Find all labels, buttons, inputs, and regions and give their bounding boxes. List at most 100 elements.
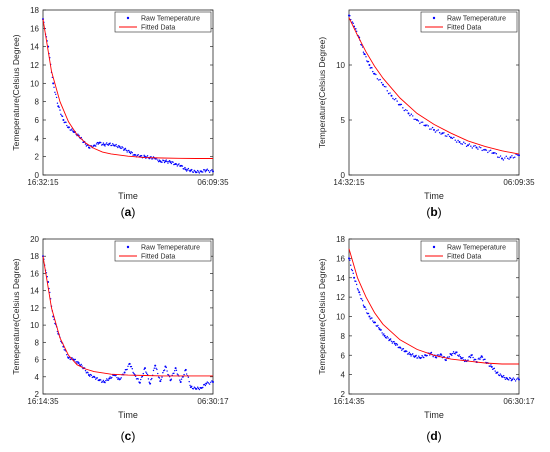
data-point	[87, 374, 90, 377]
data-point-dense	[387, 92, 390, 95]
data-point-dense	[461, 358, 463, 360]
data-point-dense	[490, 364, 492, 366]
data-point-dense	[503, 375, 505, 377]
y-tick-label: 14	[30, 287, 39, 296]
data-point-dense	[163, 159, 165, 162]
y-tick-label: 16	[30, 269, 39, 278]
data-point-dense	[183, 373, 185, 376]
data-point-dense	[55, 96, 58, 99]
data-point-dense	[106, 378, 108, 380]
data-point-dense	[111, 144, 113, 147]
data-point-dense	[505, 155, 507, 158]
data-point-dense	[410, 355, 412, 357]
data-point	[433, 128, 435, 131]
data-point-dense	[151, 158, 154, 160]
data-point-dense	[174, 369, 176, 372]
data-point-dense	[107, 144, 110, 146]
y-tick-label: 2	[35, 153, 40, 162]
data-point-dense	[517, 377, 519, 379]
data-point-dense	[436, 130, 438, 132]
data-point-dense	[401, 349, 403, 351]
data-point-dense	[130, 365, 133, 368]
data-point-dense	[487, 151, 489, 154]
data-point	[149, 382, 152, 385]
data-point-dense	[350, 268, 353, 271]
data-point-dense	[463, 141, 465, 143]
data-point-dense	[170, 378, 173, 380]
data-point-dense	[162, 372, 164, 374]
data-point-dense	[132, 371, 134, 374]
data-point-dense	[95, 143, 98, 145]
data-point-dense	[140, 378, 142, 381]
data-point-dense	[468, 143, 471, 145]
legend-swatch-point	[126, 245, 130, 249]
data-point-dense	[364, 53, 366, 56]
data-point-dense	[437, 129, 439, 131]
data-point-dense	[469, 356, 472, 359]
data-point-dense	[434, 131, 437, 133]
data-point	[103, 143, 106, 146]
data-point-dense	[100, 142, 102, 144]
data-point-dense	[508, 158, 510, 160]
y-tick-label: 14	[336, 274, 345, 283]
data-point-dense	[494, 370, 496, 372]
data-point	[174, 367, 177, 370]
data-point	[348, 257, 350, 260]
data-point-dense	[364, 306, 366, 309]
data-point-dense	[414, 118, 417, 120]
data-point-dense	[119, 378, 122, 380]
data-point-dense	[381, 332, 383, 334]
data-point-dense	[89, 147, 91, 149]
data-point-dense	[192, 388, 195, 390]
data-point-dense	[59, 109, 61, 111]
data-point-dense	[410, 113, 413, 115]
data-point-dense	[411, 354, 413, 356]
data-point	[518, 378, 520, 381]
data-point-dense	[102, 379, 105, 382]
chart-panel-2: 0 5 10 14:32:15 06:09:35 Time Temperature(Cels…	[317, 9, 535, 201]
panel-caption: (a)	[121, 205, 136, 219]
raw-temperature-points	[348, 14, 520, 161]
data-point-dense	[111, 376, 113, 379]
legend: Raw Temeperature Fitted Data	[420, 11, 518, 33]
data-point-dense	[406, 350, 408, 353]
data-point-dense	[146, 372, 148, 374]
data-point-dense	[509, 377, 512, 380]
data-point-dense	[516, 378, 518, 380]
data-point-dense	[133, 372, 135, 375]
data-point-dense	[143, 154, 145, 157]
data-point-dense	[101, 381, 104, 383]
y-tick-label: 2	[341, 390, 346, 399]
legend-box	[420, 240, 518, 262]
data-point	[416, 119, 418, 121]
y-tick-label: 12	[30, 304, 39, 313]
data-point-dense	[85, 145, 88, 147]
data-point-dense	[504, 378, 507, 380]
y-axis-label: Temperature(Celsius Degree)	[317, 37, 327, 149]
data-point-dense	[427, 125, 430, 127]
data-point-dense	[512, 157, 515, 159]
data-point-dense	[456, 351, 458, 353]
data-point-dense	[402, 348, 405, 350]
data-point-dense	[497, 371, 499, 373]
data-point-dense	[446, 356, 449, 358]
data-point	[123, 371, 126, 374]
data-point	[77, 362, 80, 364]
data-point-dense	[165, 159, 167, 161]
data-point	[164, 160, 167, 163]
data-point-dense	[196, 388, 198, 390]
y-tick-label: 6	[341, 351, 346, 360]
data-point	[108, 377, 111, 380]
data-point-dense	[385, 86, 387, 88]
data-point-dense	[515, 153, 517, 156]
data-point-dense	[106, 142, 108, 144]
data-point	[407, 112, 410, 115]
caption-letter: a	[125, 205, 132, 219]
data-point-dense	[421, 355, 423, 357]
data-point	[393, 342, 396, 345]
data-point-dense	[499, 155, 502, 157]
y-tick-label: 10	[30, 79, 39, 88]
data-point-dense	[421, 121, 424, 123]
data-point-dense	[516, 154, 519, 156]
y-tick-label: 18	[30, 252, 39, 261]
